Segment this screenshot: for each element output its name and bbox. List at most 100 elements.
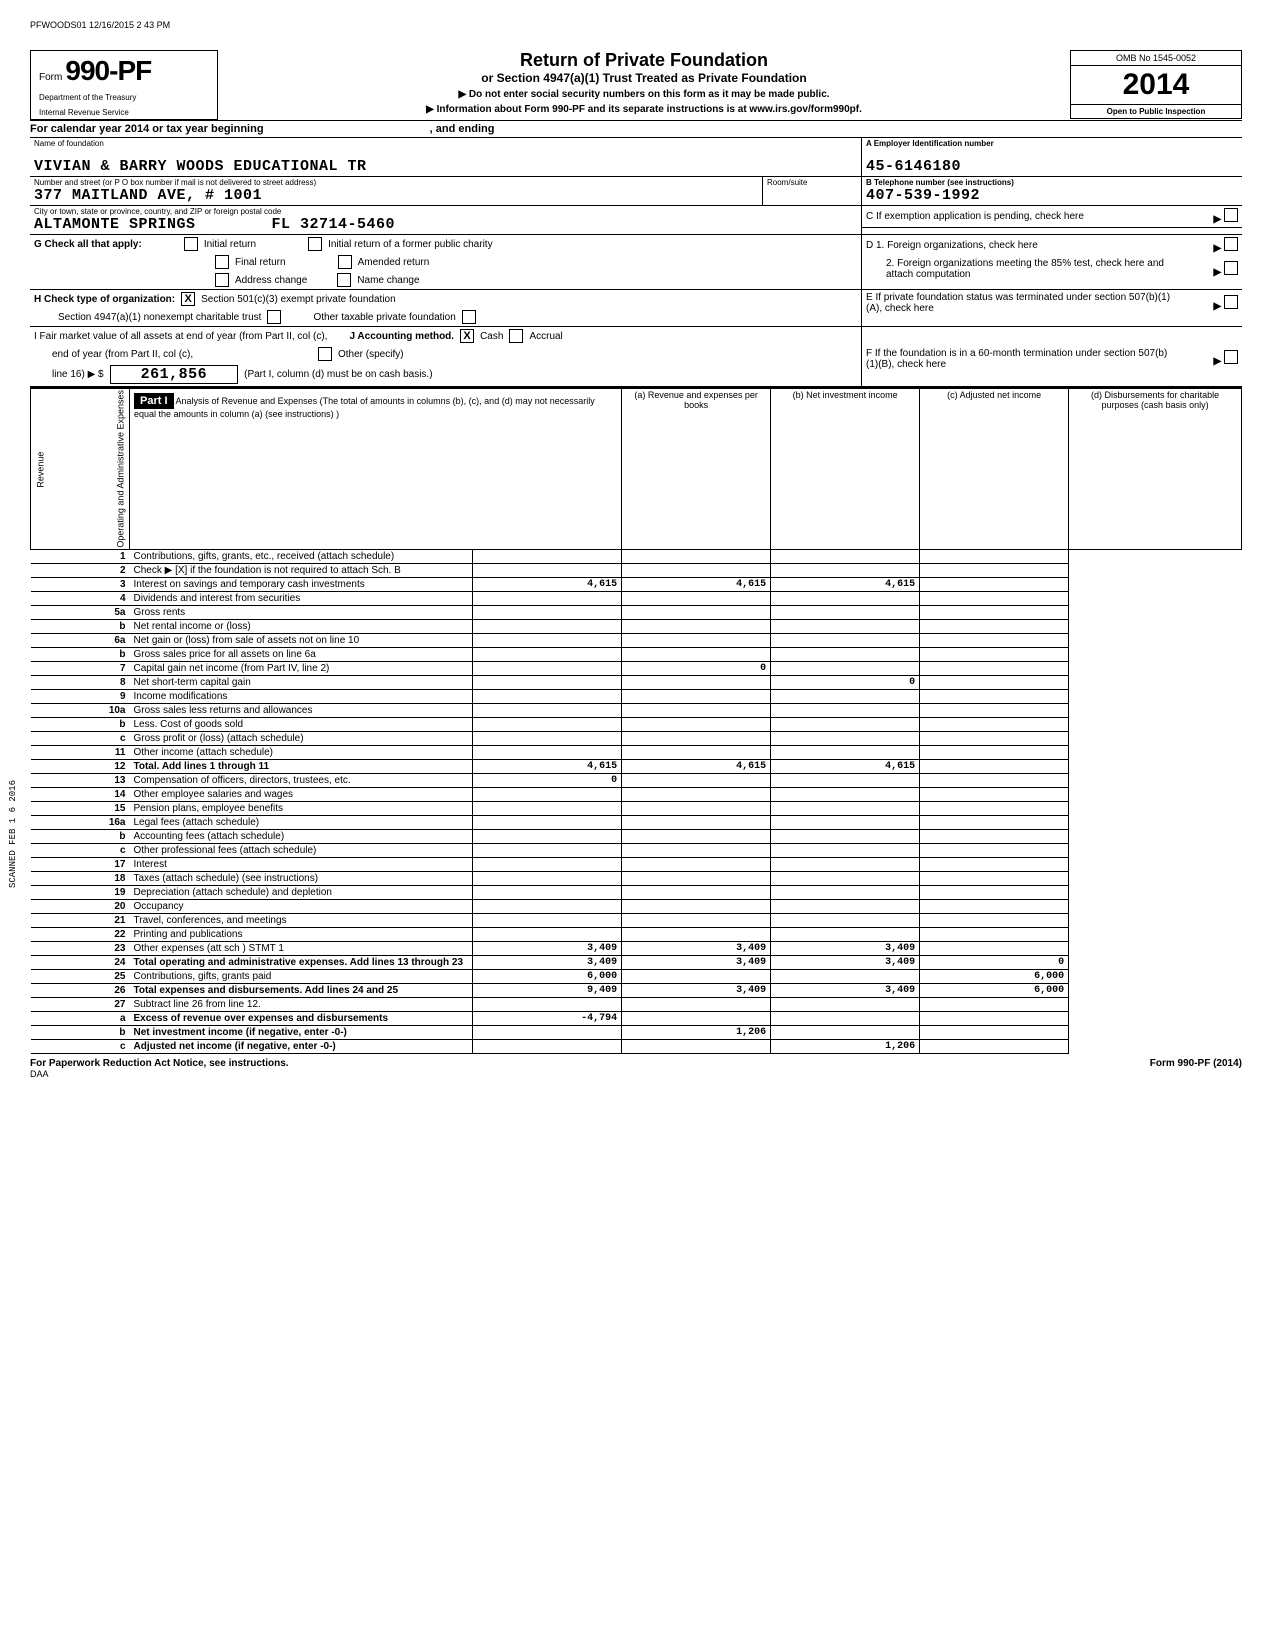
f-label: F If the foundation is in a 60-month ter… <box>866 348 1176 370</box>
checkbox-d1[interactable] <box>1224 237 1238 251</box>
row-label: Net gain or (loss) from sale of assets n… <box>130 633 473 647</box>
amt-d <box>920 1011 1069 1025</box>
table-row: 4Dividends and interest from securities <box>31 591 1242 605</box>
checkbox-accrual[interactable] <box>509 329 523 343</box>
amt-c <box>771 815 920 829</box>
checkbox-initial-return[interactable] <box>184 237 198 251</box>
amt-c <box>771 745 920 759</box>
checkbox-d2[interactable] <box>1224 261 1238 275</box>
g-o3: Final return <box>235 257 286 268</box>
amt-c <box>771 619 920 633</box>
amt-d <box>920 745 1069 759</box>
checkbox-e[interactable] <box>1224 295 1238 309</box>
checkbox-other-tax[interactable] <box>462 310 476 324</box>
amt-b: 3,409 <box>622 983 771 997</box>
amt-a <box>473 899 622 913</box>
amt-c <box>771 927 920 941</box>
row-number: c <box>31 1039 130 1053</box>
checkbox-addr-change[interactable] <box>215 273 229 287</box>
amt-b <box>622 857 771 871</box>
address: 377 MAITLAND AVE, # 1001 <box>34 187 758 204</box>
row-number: c <box>31 843 130 857</box>
checkbox-501c3[interactable]: X <box>181 292 195 306</box>
amt-b <box>622 731 771 745</box>
g-row2: Final return Amended return <box>30 253 861 271</box>
amt-d <box>920 829 1069 843</box>
amt-d <box>920 801 1069 815</box>
amt-b <box>622 745 771 759</box>
checkbox-cash[interactable]: X <box>460 329 474 343</box>
checkbox-4947[interactable] <box>267 310 281 324</box>
row-label: Check ▶ [X] if the foundation is not req… <box>130 563 473 577</box>
row-number: 21 <box>31 913 130 927</box>
amt-a: 4,615 <box>473 577 622 591</box>
row-label: Gross sales price for all assets on line… <box>130 647 473 661</box>
row-label: Excess of revenue over expenses and disb… <box>130 1011 473 1025</box>
j-accrual: Accrual <box>529 331 562 342</box>
amt-c <box>771 787 920 801</box>
h-label: H Check type of organization: <box>34 294 175 305</box>
form-header: Form 990-PF Department of the Treasury I… <box>30 50 1242 121</box>
city-state-zip: ALTAMONTE SPRINGS FL 32714-5460 <box>34 216 857 233</box>
amt-d <box>920 577 1069 591</box>
row-label: Occupancy <box>130 899 473 913</box>
amt-d: 6,000 <box>920 983 1069 997</box>
amt-a <box>473 717 622 731</box>
col-a-header: (a) Revenue and expenses per books <box>622 389 771 550</box>
table-row: 26Total expenses and disbursements. Add … <box>31 983 1242 997</box>
d1-label: D 1. Foreign organizations, check here <box>866 240 1038 251</box>
row-label: Less. Cost of goods sold <box>130 717 473 731</box>
row-number: 26 <box>31 983 130 997</box>
row-number: 22 <box>31 927 130 941</box>
row-label: Depreciation (attach schedule) and deple… <box>130 885 473 899</box>
row-number: 17 <box>31 857 130 871</box>
amt-c: 3,409 <box>771 955 920 969</box>
row-label: Legal fees (attach schedule) <box>130 815 473 829</box>
amt-b <box>622 899 771 913</box>
amt-b: 4,615 <box>622 577 771 591</box>
row-number: 25 <box>31 969 130 983</box>
cal-text-2: , and ending <box>430 123 495 135</box>
checkbox-other-method[interactable] <box>318 347 332 361</box>
amt-b <box>622 801 771 815</box>
checkbox-c[interactable] <box>1224 208 1238 222</box>
phone-label: B Telephone number (see instructions) <box>866 178 1238 187</box>
amt-d <box>920 927 1069 941</box>
row-number: 23 <box>31 941 130 955</box>
row-label: Printing and publications <box>130 927 473 941</box>
name-cell: Name of foundation VIVIAN & BARRY WOODS … <box>30 138 861 177</box>
amt-c: 0 <box>771 675 920 689</box>
row-label: Contributions, gifts, grants, etc., rece… <box>130 549 473 563</box>
col-b-header: (b) Net investment income <box>771 389 920 550</box>
page-footer: For Paperwork Reduction Act Notice, see … <box>30 1058 1242 1069</box>
amt-d <box>920 759 1069 773</box>
checkbox-name-change[interactable] <box>337 273 351 287</box>
table-row: 23Other expenses (att sch ) STMT 13,4093… <box>31 941 1242 955</box>
row-label: Dividends and interest from securities <box>130 591 473 605</box>
checkbox-final-return[interactable] <box>215 255 229 269</box>
i-line16: line 16) ▶ $ <box>34 369 104 380</box>
amt-a: -4,794 <box>473 1011 622 1025</box>
amt-b <box>622 689 771 703</box>
main-title: Return of Private Foundation <box>228 50 1060 71</box>
table-row: 12Total. Add lines 1 through 114,6154,61… <box>31 759 1242 773</box>
row-number: a <box>31 1011 130 1025</box>
amt-a <box>473 997 622 1011</box>
checkbox-amended[interactable] <box>338 255 352 269</box>
amt-b <box>622 605 771 619</box>
part1-title: Part I <box>134 393 174 409</box>
amt-d <box>920 661 1069 675</box>
opex-section-label: Operating and Administrative Expenses <box>115 390 125 548</box>
ein-label: A Employer Identification number <box>866 139 1238 148</box>
amt-a: 6,000 <box>473 969 622 983</box>
checkbox-initial-former[interactable] <box>308 237 322 251</box>
g-o2: Initial return of a former public charit… <box>328 239 493 250</box>
amt-c <box>771 885 920 899</box>
amt-d <box>920 773 1069 787</box>
table-row: 8Net short-term capital gain0 <box>31 675 1242 689</box>
table-row: cAdjusted net income (if negative, enter… <box>31 1039 1242 1053</box>
table-row: 27Subtract line 26 from line 12. <box>31 997 1242 1011</box>
amt-c <box>771 633 920 647</box>
checkbox-f[interactable] <box>1224 350 1238 364</box>
ein: 45-6146180 <box>866 158 1238 175</box>
